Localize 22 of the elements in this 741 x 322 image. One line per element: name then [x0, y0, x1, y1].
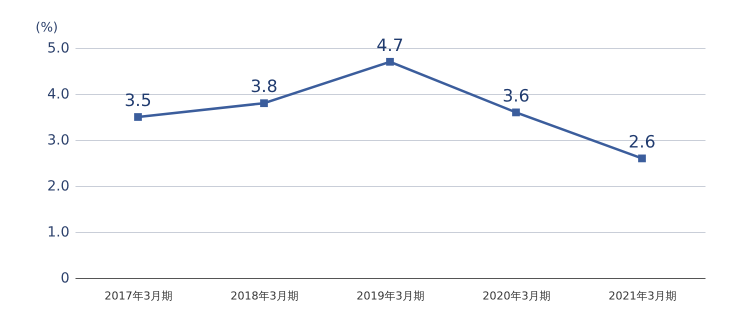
- y-tick-label: 5.0: [47, 40, 70, 56]
- data-label: 3.5: [124, 91, 152, 111]
- x-tick-label: 2019年3月期: [356, 290, 424, 302]
- x-tick-label: 2021年3月期: [608, 290, 676, 302]
- y-tick-label: 4.0: [47, 86, 70, 102]
- y-tick-label: 3.0: [47, 132, 70, 148]
- y-tick-label: 1.0: [47, 224, 70, 240]
- data-label: 3.6: [502, 86, 530, 106]
- x-tick-label: 2017年3月期: [104, 290, 172, 302]
- data-label: 3.8: [250, 77, 278, 98]
- point: [134, 113, 142, 121]
- point: [512, 108, 520, 116]
- y-axis-title: (%): [36, 20, 58, 36]
- point: [386, 58, 394, 66]
- point: [638, 154, 646, 162]
- data-label: 2.6: [628, 132, 656, 152]
- y-tick-label: 2.0: [47, 178, 70, 194]
- y-tick-label: 0: [60, 270, 70, 286]
- data-label: 4.7: [376, 36, 404, 56]
- x-tick-label: 2018年3月期: [230, 290, 298, 302]
- point: [260, 99, 268, 108]
- x-tick-label: 2020年3月期: [482, 290, 550, 302]
